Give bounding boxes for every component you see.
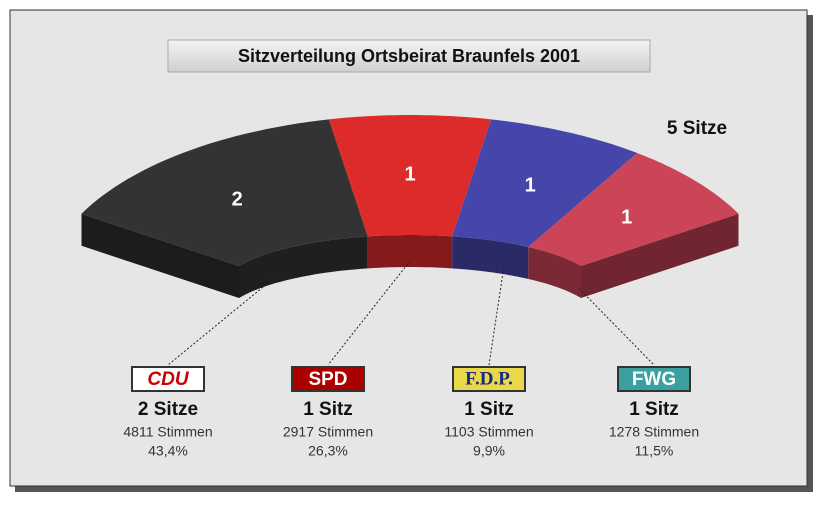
- party-badge-inner: [293, 368, 363, 390]
- segment-label: 1: [525, 175, 536, 197]
- segment-inner-face: [528, 247, 581, 298]
- leader-line: [167, 276, 276, 366]
- vote-share: 11,5%: [635, 443, 674, 459]
- segment-label: 1: [621, 206, 632, 228]
- segment-label: 1: [404, 163, 415, 185]
- party-name: F.D.P.: [465, 368, 513, 389]
- party-badge-inner: [619, 368, 689, 390]
- seat-count: 1 Sitz: [303, 399, 353, 420]
- party-name: CDU: [147, 369, 189, 390]
- title-box: [167, 39, 651, 73]
- seat-count: 2 Sitze: [138, 399, 198, 420]
- seat-segment: [452, 119, 638, 247]
- vote-count: 1278 Stimmen: [609, 424, 699, 440]
- segment-end-face: [81, 213, 239, 298]
- segment-inner-face: [239, 236, 368, 298]
- party-badge-inner: [133, 368, 203, 390]
- segment-inner-face: [367, 235, 453, 269]
- leader-line: [488, 268, 505, 366]
- seat-segment: [328, 115, 492, 237]
- vote-count: 4811 Stimmen: [123, 424, 212, 440]
- segment-label: 2: [232, 188, 243, 210]
- vote-count: 1103 Stimmen: [444, 424, 533, 440]
- vote-share: 9,9%: [473, 443, 505, 459]
- party-badge-inner: [454, 368, 524, 390]
- seat-count: 1 Sitz: [629, 399, 679, 420]
- total-seats: 5 Sitze: [667, 118, 727, 139]
- vote-count: 2917 Stimmen: [283, 424, 373, 440]
- leader-line: [578, 288, 655, 366]
- vote-share: 43,4%: [148, 443, 188, 459]
- seat-count: 1 Sitz: [464, 399, 514, 420]
- vote-share: 26,3%: [308, 443, 348, 459]
- seat-segment: [528, 153, 739, 266]
- party-name: FWG: [632, 369, 676, 390]
- party-name: SPD: [308, 369, 347, 390]
- chart-title: Sitzverteilung Ortsbeirat Braunfels 2001: [238, 46, 580, 66]
- segment-inner-face: [452, 236, 529, 279]
- seat-segment: [81, 119, 368, 267]
- segment-end-face: [581, 213, 739, 298]
